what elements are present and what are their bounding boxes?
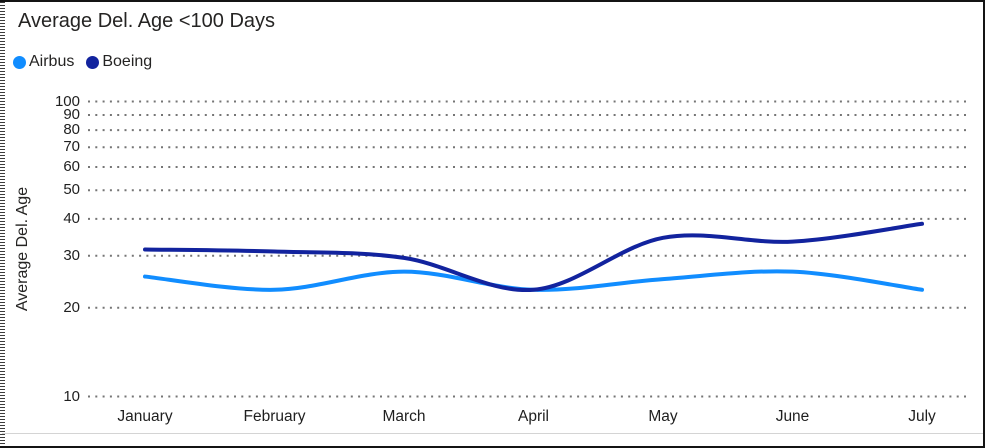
x-tick-label-may: May <box>648 408 678 425</box>
legend-label-airbus: Airbus <box>29 53 75 70</box>
x-tick-label-february: February <box>243 408 306 425</box>
x-tick-label-march: March <box>382 408 426 425</box>
y-tick-label-60: 60 <box>63 157 80 175</box>
y-tick-label-20: 20 <box>63 298 80 316</box>
y-tick-label-30: 30 <box>63 246 80 264</box>
y-tick-label-50: 50 <box>63 181 80 199</box>
legend: Airbus Boeing <box>13 53 152 71</box>
series-line-boeing[interactable] <box>143 221 924 292</box>
legend-dot-airbus <box>13 55 26 69</box>
legend-item-airbus[interactable]: Airbus <box>13 53 74 71</box>
series-line-airbus[interactable] <box>143 269 924 292</box>
legend-item-boeing[interactable]: Boeing <box>86 53 152 71</box>
y-tick-label-100: 100 <box>54 92 80 110</box>
y-tick-label-10: 10 <box>63 387 80 405</box>
y-tick-label-80: 80 <box>63 121 80 139</box>
y-tick-label-90: 90 <box>63 105 80 123</box>
legend-label-boeing: Boeing <box>102 53 153 70</box>
legend-dot-boeing <box>86 55 100 69</box>
drag-handle[interactable] <box>0 2 5 446</box>
x-tick-label-january: January <box>117 408 173 425</box>
y-tick-label-40: 40 <box>63 209 80 227</box>
chart-title: Average Del. Age <100 Days <box>18 10 276 32</box>
x-tick-label-june: June <box>775 408 810 425</box>
bottom-divider <box>2 433 983 434</box>
x-tick-label-july: July <box>908 408 936 425</box>
x-tick-label-april: April <box>517 408 549 425</box>
y-tick-label-70: 70 <box>63 138 80 156</box>
